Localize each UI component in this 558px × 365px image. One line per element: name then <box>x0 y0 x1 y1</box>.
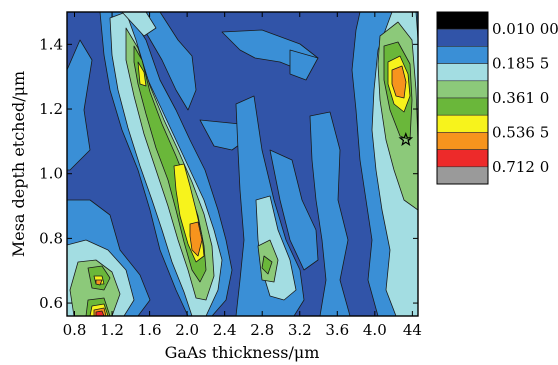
legend-label: 0.712 0 <box>492 158 549 176</box>
y-tick-label: 1.0 <box>39 165 63 183</box>
contour-region <box>137 61 147 87</box>
x-tick-label: 1.2 <box>100 321 124 339</box>
contour-regions <box>67 12 418 316</box>
plot-area <box>66 11 419 317</box>
contour-region <box>95 279 103 286</box>
legend-swatch <box>436 11 489 30</box>
contour-region <box>269 149 319 271</box>
x-axis-tick-labels: 0.8 1.2 1.6 2.0 2.4 2.8 3.2 3.6 4.0 44 <box>63 321 422 339</box>
x-tick-label: 44 <box>403 321 422 339</box>
legend-swatch <box>436 46 489 64</box>
legend-swatch <box>436 80 489 99</box>
contour-region <box>121 12 157 37</box>
x-tick-label: 0.8 <box>63 321 87 339</box>
contour-region <box>95 310 105 316</box>
legend-label: 0.361 0 <box>492 89 549 107</box>
contour-region <box>391 65 407 99</box>
y-axis-tick-labels: 0.6 0.8 1.0 1.2 1.4 <box>39 35 63 312</box>
plot-frame <box>66 11 419 317</box>
color-legend: 0.010 00 0.185 5 0.361 0 0.536 5 0.712 0 <box>436 11 558 185</box>
y-tick-label: 1.2 <box>39 100 63 118</box>
x-tick-label: 2.4 <box>213 321 237 339</box>
legend-swatch <box>436 149 489 168</box>
legend-swatch <box>436 114 489 133</box>
x-tick-label: 2.8 <box>250 321 274 339</box>
contour-region <box>133 12 197 111</box>
legend-swatch <box>436 63 489 82</box>
x-tick-label: 1.6 <box>138 321 162 339</box>
x-tick-label: 2.0 <box>175 321 199 339</box>
contour-region <box>261 255 273 275</box>
contour-region <box>189 221 203 257</box>
contour-region <box>309 111 351 316</box>
axis-ticks <box>67 12 418 316</box>
x-axis-label: GaAs thickness/μm <box>165 343 320 362</box>
x-tick-label: 3.6 <box>325 321 349 339</box>
x-tick-label: 4.0 <box>363 321 387 339</box>
legend-label: 0.010 00 <box>492 20 558 38</box>
legend-label: 0.536 5 <box>492 123 549 141</box>
y-axis-label: Mesa depth etched/μm <box>9 71 28 257</box>
star-marker <box>398 131 414 147</box>
y-tick-label: 0.6 <box>39 294 63 312</box>
y-tick-label: 0.8 <box>39 229 63 247</box>
x-tick-label: 3.2 <box>288 321 312 339</box>
legend-swatch <box>436 132 489 150</box>
legend-swatch <box>436 166 489 185</box>
star-marker-shape <box>398 131 414 147</box>
y-tick-label: 1.4 <box>39 35 63 53</box>
legend-swatch <box>436 28 489 47</box>
contour-region <box>289 49 319 81</box>
legend-frame <box>436 11 489 185</box>
legend-swatch <box>436 97 489 116</box>
legend-label: 0.185 5 <box>492 55 549 73</box>
